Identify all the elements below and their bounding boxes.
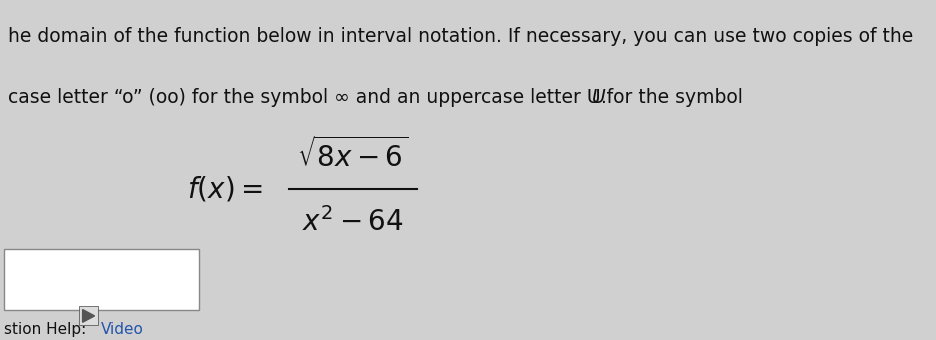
Text: he domain of the function below in interval notation. If necessary, you can use : he domain of the function below in inter… xyxy=(7,27,912,46)
Text: stion Help:: stion Help: xyxy=(4,322,86,337)
Text: $\sqrt{8x-6}$: $\sqrt{8x-6}$ xyxy=(297,137,408,173)
Text: .: . xyxy=(600,88,606,106)
FancyBboxPatch shape xyxy=(4,249,198,310)
Text: $f(x) = $: $f(x) = $ xyxy=(187,174,262,203)
Text: case letter “o” (oo) for the symbol ∞ and an uppercase letter U for the symbol: case letter “o” (oo) for the symbol ∞ an… xyxy=(7,88,748,106)
Text: U: U xyxy=(591,88,605,106)
FancyBboxPatch shape xyxy=(79,306,97,325)
Text: Video: Video xyxy=(101,322,144,337)
Text: $x^2-64$: $x^2-64$ xyxy=(301,207,403,237)
Polygon shape xyxy=(82,309,95,322)
